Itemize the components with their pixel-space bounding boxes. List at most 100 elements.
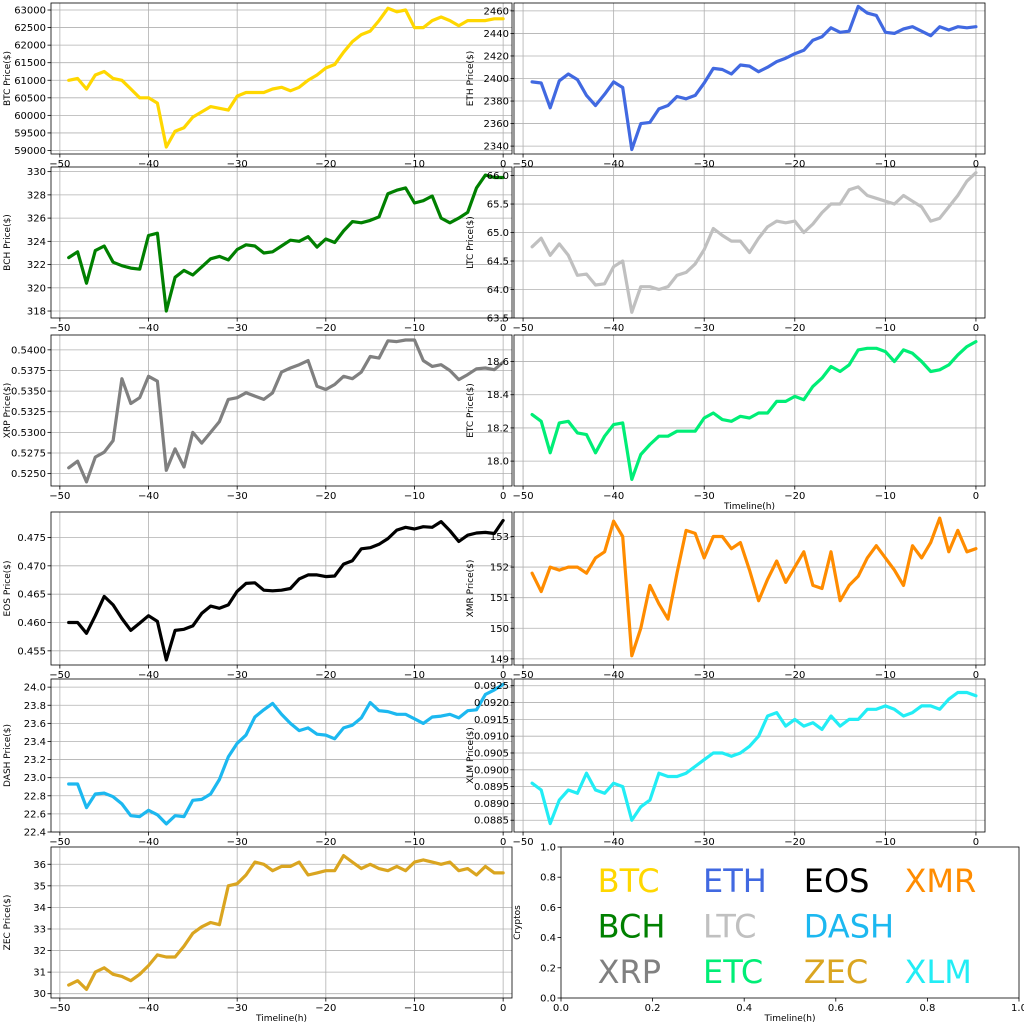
series-line-bch xyxy=(67,173,505,313)
x-tick-label: −20 xyxy=(315,323,336,334)
plot-frame xyxy=(513,678,986,833)
x-tick-label: 0 xyxy=(500,491,506,502)
panel-xlm: −50 −40 −30 −20 −10 0 0.0885 0.0890 0.0895 0.0900… xyxy=(466,678,986,848)
x-tick-label: −50 xyxy=(513,159,534,170)
x-tick-label: −40 xyxy=(138,491,159,502)
y-tick-label: 30 xyxy=(33,989,46,1000)
x-tick-label: −50 xyxy=(49,491,70,502)
x-tick-label: −30 xyxy=(694,670,715,681)
panel-eth: −50 −40 −30 −20 −10 0 2340 2360 2380 2400 2420 2440… xyxy=(466,2,986,170)
y-tick-label: 64.0 xyxy=(487,285,509,296)
x-tick-label: −50 xyxy=(513,491,534,502)
y-tick-label: 0.0905 xyxy=(474,748,509,759)
x-tick-label: −40 xyxy=(138,1003,159,1014)
y-tick-label: 318 xyxy=(27,307,46,318)
x-tick-label: 0 xyxy=(973,159,979,170)
y-tick-label: 0.455 xyxy=(17,646,46,657)
x-tick-label: −50 xyxy=(49,837,70,848)
x-tick-label: 0 xyxy=(500,837,506,848)
y-tick-label: 2400 xyxy=(484,74,509,85)
y-tick-label: 151 xyxy=(490,593,509,604)
y-tick-label: 35 xyxy=(33,881,46,892)
y-tick-label: 59500 xyxy=(14,128,46,139)
y-tick-label: 330 xyxy=(27,167,46,178)
panel-bch: −50 −40 −30 −20 −10 0 318 320 322 324 326 328 330 BCH… xyxy=(3,166,513,334)
y-tick-label: 0.475 xyxy=(17,533,46,544)
x-tick-label: −40 xyxy=(603,491,624,502)
y-tick-label: 65.0 xyxy=(487,228,509,239)
y-tick-label: 62000 xyxy=(14,41,46,52)
x-tick-label: −20 xyxy=(315,159,336,170)
panel-dash: −50 −40 −30 −20 −10 0 22.4 22.6 22.8 23.0 23.2 23.4… xyxy=(3,678,513,848)
y-tick-label: 0.2 xyxy=(540,963,556,974)
x-tick-label: 0 xyxy=(973,323,979,334)
x-tick-label: −10 xyxy=(875,159,896,170)
y-tick-label: 326 xyxy=(27,214,46,225)
x-tick-label: −30 xyxy=(694,837,715,848)
y-tick-label: 63.5 xyxy=(487,314,509,325)
y-tick-label: 2380 xyxy=(484,97,509,108)
y-tick-label: 0.5275 xyxy=(11,448,46,459)
y-tick-label: 0.0920 xyxy=(474,698,509,709)
x-tick-label: 0 xyxy=(500,323,506,334)
y-axis-label: ETH Price($) xyxy=(466,51,476,107)
y-axis-label: EOS Price($) xyxy=(3,560,13,616)
y-tick-label: 0.8 xyxy=(540,873,556,884)
y-tick-label: 18.0 xyxy=(487,457,509,468)
x-tick-label: 0 xyxy=(500,159,506,170)
x-tick-label: −50 xyxy=(513,837,534,848)
y-tick-label: 34 xyxy=(33,903,46,914)
x-tick-label: −20 xyxy=(784,323,805,334)
y-tick-label: 60500 xyxy=(14,93,46,104)
legend-label-dash: DASH xyxy=(804,908,894,946)
x-tick-label: −20 xyxy=(315,837,336,848)
y-tick-label: 0.5375 xyxy=(11,366,46,377)
y-tick-label: 2440 xyxy=(484,29,509,40)
x-tick-label: −30 xyxy=(694,323,715,334)
x-tick-label: 0.2 xyxy=(645,1003,661,1014)
x-tick-label: 0 xyxy=(500,1003,506,1014)
y-tick-label: 0.6 xyxy=(540,903,556,914)
x-tick-label: −20 xyxy=(315,670,336,681)
x-tick-label: −30 xyxy=(227,323,248,334)
y-tick-label: 0.0915 xyxy=(474,715,509,726)
x-tick-label: −10 xyxy=(875,670,896,681)
x-tick-label: 0.0 xyxy=(553,1003,569,1014)
panel-etc: −50 −40 −30 −20 −10 0 18.0 18.2 18.4 18.6 ETC Pric… xyxy=(466,334,986,512)
legend-label-xrp: XRP xyxy=(598,953,661,991)
y-tick-label: 23.8 xyxy=(24,701,46,712)
x-tick-label: −20 xyxy=(784,491,805,502)
panel-xmr: −50 −40 −30 −20 −10 0 149 150 151 152 153 XMR Price… xyxy=(466,511,986,681)
y-tick-label: 0.460 xyxy=(17,618,46,629)
panel-legend: BTC ETH EOS XMR BCH LTC DASH XRP ETC ZEC XLM 0.0 0.2… xyxy=(513,843,1024,1024)
y-tick-label: 1.0 xyxy=(540,843,556,854)
legend-label-xmr: XMR xyxy=(905,862,977,900)
panel-btc: −50 −40 −30 −20 −10 0 59000 59500 60000 60500 6100… xyxy=(3,2,513,170)
x-tick-label: −40 xyxy=(138,837,159,848)
x-tick-label: −10 xyxy=(404,1003,425,1014)
y-tick-label: 0.0910 xyxy=(474,732,509,743)
plot-frame xyxy=(513,334,986,487)
x-axis-label: Timeline(h) xyxy=(764,1014,816,1024)
y-tick-label: 149 xyxy=(490,654,509,665)
y-axis-label: Cryptos xyxy=(513,905,523,940)
x-tick-label: −10 xyxy=(404,837,425,848)
legend-label-ltc: LTC xyxy=(703,908,756,946)
x-tick-label: −40 xyxy=(603,837,624,848)
y-tick-label: 0.0890 xyxy=(474,799,509,810)
y-tick-label: 2420 xyxy=(484,51,509,62)
y-axis-label: XLM Price($) xyxy=(466,727,476,784)
x-tick-label: −20 xyxy=(784,159,805,170)
y-axis-label: BTC Price($) xyxy=(3,51,13,106)
x-tick-label: 0 xyxy=(500,670,506,681)
y-tick-label: 152 xyxy=(490,563,509,574)
y-axis-label: ZEC Price($) xyxy=(3,895,13,951)
y-tick-label: 0.0925 xyxy=(474,681,509,692)
x-tick-label: −30 xyxy=(694,159,715,170)
plot-frame xyxy=(50,166,513,319)
x-tick-label: −20 xyxy=(784,670,805,681)
y-tick-label: 0.0900 xyxy=(474,765,509,776)
x-tick-label: 0 xyxy=(973,837,979,848)
y-tick-label: 2360 xyxy=(484,119,509,130)
